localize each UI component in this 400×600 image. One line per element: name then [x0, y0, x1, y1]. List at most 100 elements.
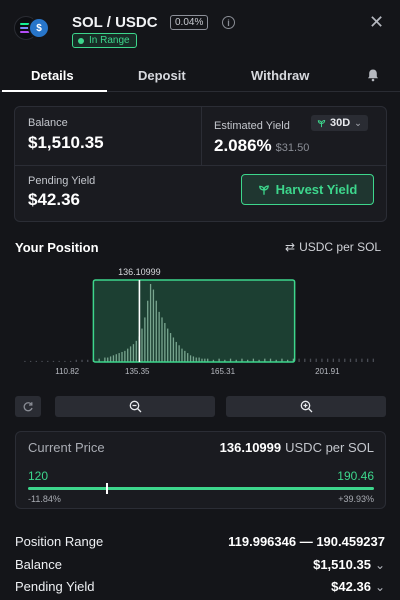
liquidity-bar	[161, 317, 163, 362]
divider	[15, 165, 386, 166]
sprout-icon	[317, 119, 326, 127]
liquidity-bar	[144, 317, 146, 362]
current-price-title: Current Price	[28, 440, 105, 455]
chevron-down-icon[interactable]: ⌄	[374, 579, 385, 594]
liquidity-bar	[98, 358, 100, 362]
liquidity-bar	[292, 358, 295, 362]
bell-icon[interactable]	[366, 68, 380, 82]
reset-button[interactable]	[15, 396, 41, 417]
zoom-in-button[interactable]	[226, 396, 386, 417]
liquidity-bar	[187, 353, 189, 362]
zoom-in-icon	[300, 400, 312, 413]
chevron-down-icon[interactable]: ⌄	[374, 557, 385, 572]
liquidity-bar	[35, 360, 37, 362]
liquidity-bar	[29, 360, 32, 362]
yield-period-value: 30D	[330, 117, 351, 129]
pending-yield-value: $42.36	[28, 190, 80, 209]
info-icon[interactable]: i	[222, 16, 235, 29]
liquidity-bar	[321, 358, 323, 362]
liquidity-bar	[178, 345, 180, 362]
liquidity-bar	[127, 348, 129, 362]
liquidity-bar	[24, 360, 26, 362]
active-tab-indicator	[2, 90, 107, 92]
usdc-token-icon: $	[28, 17, 50, 39]
liquidity-bar	[132, 344, 135, 362]
yield-percent: 2.086%	[214, 136, 272, 155]
liquidity-bar	[338, 358, 340, 362]
tab-bar: Details Deposit Withdraw	[0, 60, 400, 92]
liquidity-bar	[344, 358, 346, 362]
chevron-down-icon: ⌄	[354, 117, 362, 128]
liquidity-bar	[87, 359, 89, 362]
liquidity-bar	[112, 355, 115, 362]
pending-yield-row-value-wrap: $42.36 ⌄	[331, 579, 385, 594]
current-price-readout: 136.10999 USDC per SOL	[220, 440, 374, 455]
harvest-yield-button[interactable]: Harvest Yield	[241, 174, 374, 205]
status-dot-icon	[78, 37, 84, 44]
current-price-marker	[106, 483, 108, 494]
liquidity-bar	[275, 359, 277, 362]
zoom-out-button[interactable]	[55, 396, 215, 417]
liquidity-bar	[355, 358, 357, 362]
yield-row: 2.086% $31.50	[214, 136, 309, 156]
current-price-label: 136.10999	[118, 267, 161, 277]
liquidity-bar	[75, 359, 77, 362]
range-max-value: 190.46	[337, 469, 374, 483]
harvest-yield-label: Harvest Yield	[275, 182, 358, 197]
liquidity-bar	[366, 358, 369, 362]
liquidity-bar	[309, 358, 312, 362]
liquidity-bar	[47, 360, 49, 362]
liquidity-bar	[269, 358, 272, 362]
balance-row-value-wrap: $1,510.35 ⌄	[313, 557, 385, 572]
balance-row[interactable]: Balance $1,510.35 ⌄	[15, 557, 385, 575]
range-max-percent: +39.93%	[338, 494, 374, 504]
liquidity-bar	[224, 359, 226, 362]
liquidity-bar	[121, 351, 123, 362]
selected-range-box[interactable]	[92, 279, 296, 363]
liquidity-bar	[198, 357, 200, 362]
liquidity-bar	[229, 358, 232, 362]
pending-yield-label: Pending Yield	[28, 175, 96, 187]
fee-tier-badge: 0.04%	[170, 15, 209, 30]
liquidity-chart[interactable]: 136.10999 110.82 135.35 165.31 201.91	[14, 262, 387, 380]
sprout-icon	[258, 184, 269, 195]
liquidity-bar	[207, 358, 209, 362]
liquidity-bar	[104, 357, 106, 362]
yield-usd: $31.50	[275, 142, 310, 154]
liquidity-bar	[235, 359, 237, 362]
price-range-slider[interactable]	[28, 487, 374, 490]
liquidity-bar	[149, 284, 152, 362]
pending-yield-row[interactable]: Pending Yield $42.36 ⌄	[15, 579, 385, 597]
close-icon[interactable]: ✕	[369, 12, 385, 32]
tab-withdraw[interactable]: Withdraw	[251, 68, 310, 83]
liquidity-bar	[204, 358, 206, 362]
tab-deposit[interactable]: Deposit	[138, 68, 186, 83]
liquidity-bar	[361, 358, 363, 362]
liquidity-bar	[118, 353, 120, 362]
liquidity-bar	[241, 358, 243, 362]
x-tick-label: 135.35	[125, 367, 150, 376]
token-pair-icons: $	[14, 14, 50, 42]
liquidity-bar	[326, 358, 329, 362]
liquidity-bar	[212, 359, 215, 362]
tab-details[interactable]: Details	[31, 68, 74, 83]
summary-card: Balance $1,510.35 Estimated Yield 30D ⌄ …	[14, 106, 387, 222]
swap-arrows-icon: ⇄	[285, 240, 296, 254]
current-price-unit: USDC per SOL	[285, 440, 374, 455]
liquidity-bar	[287, 359, 289, 362]
liquidity-bar	[304, 358, 306, 362]
liquidity-bar	[81, 359, 83, 362]
unit-toggle[interactable]: ⇄ USDC per SOL	[285, 240, 381, 254]
liquidity-bar	[158, 311, 160, 362]
liquidity-bar	[247, 359, 249, 362]
liquidity-bar	[141, 328, 143, 362]
yield-period-select[interactable]: 30D ⌄	[311, 115, 368, 131]
liquidity-bar	[298, 358, 300, 362]
balance-value: $1,510.35	[28, 133, 104, 152]
liquidity-bar	[175, 341, 177, 362]
status-badge: In Range	[72, 33, 137, 48]
liquidity-bar	[129, 346, 132, 362]
liquidity-bar	[195, 357, 197, 362]
liquidity-bar	[115, 354, 117, 362]
balance-label: Balance	[28, 117, 68, 129]
